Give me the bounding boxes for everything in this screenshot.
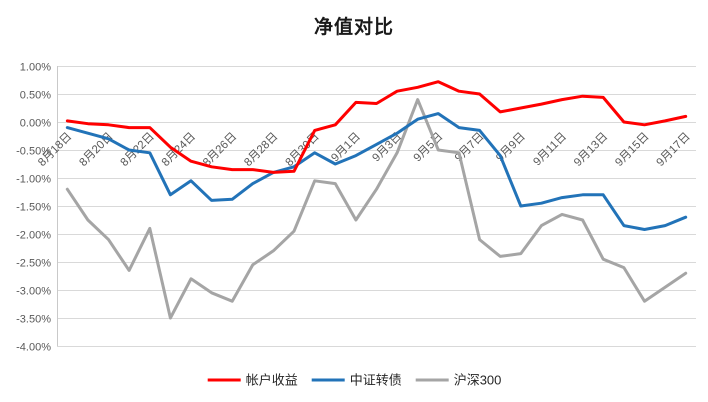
x-tick-label: 9月13日 (572, 131, 610, 169)
y-tick-label: -0.50% (16, 146, 51, 158)
y-tick-label: 0.00% (20, 118, 51, 130)
y-tick-label: -3.00% (16, 286, 51, 298)
y-tick-label: -2.50% (16, 258, 51, 270)
x-tick-label: 8月28日 (242, 131, 280, 169)
y-tick-label: -1.50% (16, 202, 51, 214)
x-tick-label: 9月15日 (613, 131, 651, 169)
y-tick-label: -4.00% (16, 342, 51, 354)
y-tick-label: 1.00% (20, 62, 51, 74)
line-series-1 (65, 112, 688, 231)
legend-item-0: 帐户收益 (207, 373, 298, 388)
x-tick-label: 8月30日 (283, 131, 321, 169)
x-tick-label: 9月7日 (453, 131, 487, 165)
x-tick-label: 9月17日 (654, 131, 692, 169)
x-tick-label: 9月9日 (494, 131, 528, 165)
legend-item-1: 中证转债 (311, 373, 402, 388)
x-tick-label: 8月26日 (201, 131, 239, 169)
legend-label-0: 帐户收益 (246, 373, 298, 388)
legend-label-1: 中证转债 (350, 373, 402, 388)
x-tick-label: 9月11日 (531, 131, 569, 169)
x-tick-label: 9月5日 (412, 131, 446, 165)
legend-label-2: 沪深300 (454, 373, 502, 388)
chart-title: 净值对比 (313, 17, 394, 38)
y-tick-label: -3.50% (16, 314, 51, 326)
y-tick-label: -2.00% (16, 230, 51, 242)
line-series-0 (65, 80, 688, 174)
legend-item-2: 沪深300 (415, 373, 502, 388)
line-series-2 (65, 98, 688, 320)
x-tick-label: 8月24日 (160, 131, 198, 169)
y-tick-label: 0.50% (20, 90, 51, 102)
y-tick-label: -1.00% (16, 174, 51, 186)
